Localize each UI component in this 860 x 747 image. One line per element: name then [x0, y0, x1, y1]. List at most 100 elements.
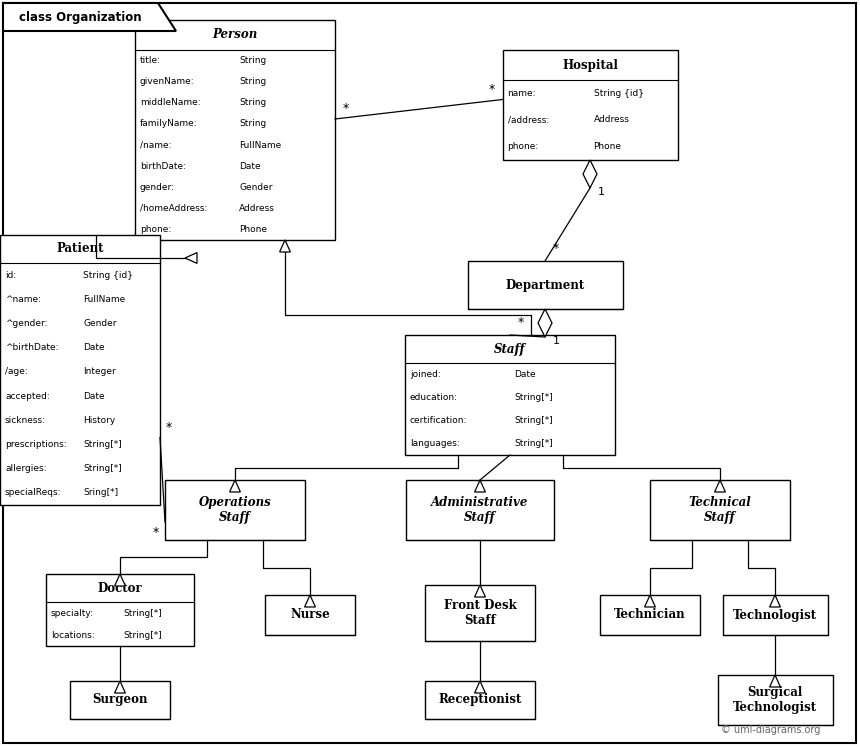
Text: Operations
Staff: Operations Staff — [199, 496, 272, 524]
Bar — [468, 261, 623, 309]
Bar — [135, 20, 335, 240]
Text: String: String — [239, 77, 267, 86]
Text: 1: 1 — [553, 336, 560, 346]
Polygon shape — [304, 595, 316, 607]
Text: History: History — [83, 416, 115, 425]
Polygon shape — [538, 309, 552, 337]
Text: String[*]: String[*] — [514, 416, 553, 425]
Text: String[*]: String[*] — [514, 393, 553, 402]
Bar — [600, 595, 700, 635]
Text: *: * — [488, 82, 494, 96]
Polygon shape — [230, 480, 241, 492]
Text: Administrative
Staff: Administrative Staff — [432, 496, 529, 524]
Text: Nurse: Nurse — [290, 609, 330, 622]
Text: phone:: phone: — [140, 225, 171, 234]
Text: Gender: Gender — [239, 183, 273, 192]
Text: String: String — [239, 120, 267, 128]
Bar — [425, 585, 535, 641]
Text: allergies:: allergies: — [5, 464, 46, 473]
Text: Technical
Staff: Technical Staff — [689, 496, 752, 524]
Text: Technologist: Technologist — [733, 609, 817, 622]
Text: /age:: /age: — [5, 368, 28, 376]
Text: © uml-diagrams.org: © uml-diagrams.org — [721, 725, 820, 735]
Text: ^name:: ^name: — [5, 295, 41, 304]
Bar — [502, 50, 678, 160]
Text: accepted:: accepted: — [5, 391, 50, 400]
Text: ^birthDate:: ^birthDate: — [5, 343, 58, 352]
Polygon shape — [114, 681, 126, 693]
Text: gender:: gender: — [140, 183, 175, 192]
Text: Department: Department — [506, 279, 585, 291]
Text: *: * — [153, 526, 159, 539]
Text: ^gender:: ^gender: — [5, 319, 47, 328]
Text: Date: Date — [239, 161, 261, 170]
Text: String[*]: String[*] — [83, 464, 122, 473]
Polygon shape — [770, 595, 780, 607]
Text: *: * — [553, 242, 559, 255]
Text: Phone: Phone — [593, 142, 622, 151]
Polygon shape — [475, 480, 485, 492]
Bar — [265, 595, 355, 635]
Bar — [722, 595, 827, 635]
Text: Person: Person — [212, 28, 258, 42]
Text: prescriptions:: prescriptions: — [5, 440, 66, 449]
Bar — [0, 235, 160, 505]
Text: Surgeon: Surgeon — [92, 693, 148, 707]
Bar — [46, 574, 194, 646]
Text: certification:: certification: — [410, 416, 467, 425]
Text: name:: name: — [507, 89, 536, 98]
Text: Date: Date — [514, 370, 536, 379]
Text: birthDate:: birthDate: — [140, 161, 186, 170]
Text: middleName:: middleName: — [140, 99, 200, 108]
Text: phone:: phone: — [507, 142, 538, 151]
Text: Gender: Gender — [83, 319, 117, 328]
Text: Front Desk
Staff: Front Desk Staff — [444, 599, 516, 627]
Text: *: * — [166, 421, 172, 433]
Text: String[*]: String[*] — [514, 439, 553, 448]
Bar — [717, 675, 832, 725]
Text: Address: Address — [593, 116, 630, 125]
Text: /homeAddress:: /homeAddress: — [140, 204, 207, 213]
Polygon shape — [715, 480, 725, 492]
Polygon shape — [3, 3, 176, 31]
Text: Date: Date — [83, 391, 105, 400]
Text: givenName:: givenName: — [140, 77, 194, 86]
Text: String[*]: String[*] — [123, 609, 162, 618]
Text: Patient: Patient — [56, 243, 104, 255]
Text: Sring[*]: Sring[*] — [83, 489, 119, 498]
Text: *: * — [518, 316, 525, 329]
Polygon shape — [770, 675, 780, 687]
Text: /name:: /name: — [140, 140, 171, 149]
Text: String: String — [239, 99, 267, 108]
Polygon shape — [280, 240, 291, 252]
Polygon shape — [583, 160, 597, 188]
Text: *: * — [343, 102, 349, 115]
Text: Address: Address — [239, 204, 275, 213]
Text: Integer: Integer — [83, 368, 116, 376]
Text: locations:: locations: — [51, 630, 95, 639]
Polygon shape — [185, 252, 197, 264]
Text: Doctor: Doctor — [98, 581, 143, 595]
Bar — [425, 681, 535, 719]
Bar — [405, 335, 615, 455]
Bar — [165, 480, 305, 540]
Text: Surgical
Technologist: Surgical Technologist — [733, 686, 817, 714]
Text: languages:: languages: — [410, 439, 460, 448]
Text: /address:: /address: — [507, 116, 549, 125]
Text: joined:: joined: — [410, 370, 440, 379]
Text: specialty:: specialty: — [51, 609, 94, 618]
Polygon shape — [475, 585, 485, 597]
Text: String[*]: String[*] — [83, 440, 122, 449]
Text: Technician: Technician — [614, 609, 685, 622]
Polygon shape — [475, 681, 485, 693]
Text: FullName: FullName — [239, 140, 281, 149]
Text: sickness:: sickness: — [5, 416, 46, 425]
Bar — [650, 480, 790, 540]
Text: String {id}: String {id} — [593, 89, 643, 98]
Text: Staff: Staff — [494, 343, 525, 356]
Text: Receptionist: Receptionist — [439, 693, 522, 707]
Text: 1: 1 — [598, 187, 605, 197]
Text: specialReqs:: specialReqs: — [5, 489, 62, 498]
Text: FullName: FullName — [83, 295, 126, 304]
Polygon shape — [645, 595, 655, 607]
